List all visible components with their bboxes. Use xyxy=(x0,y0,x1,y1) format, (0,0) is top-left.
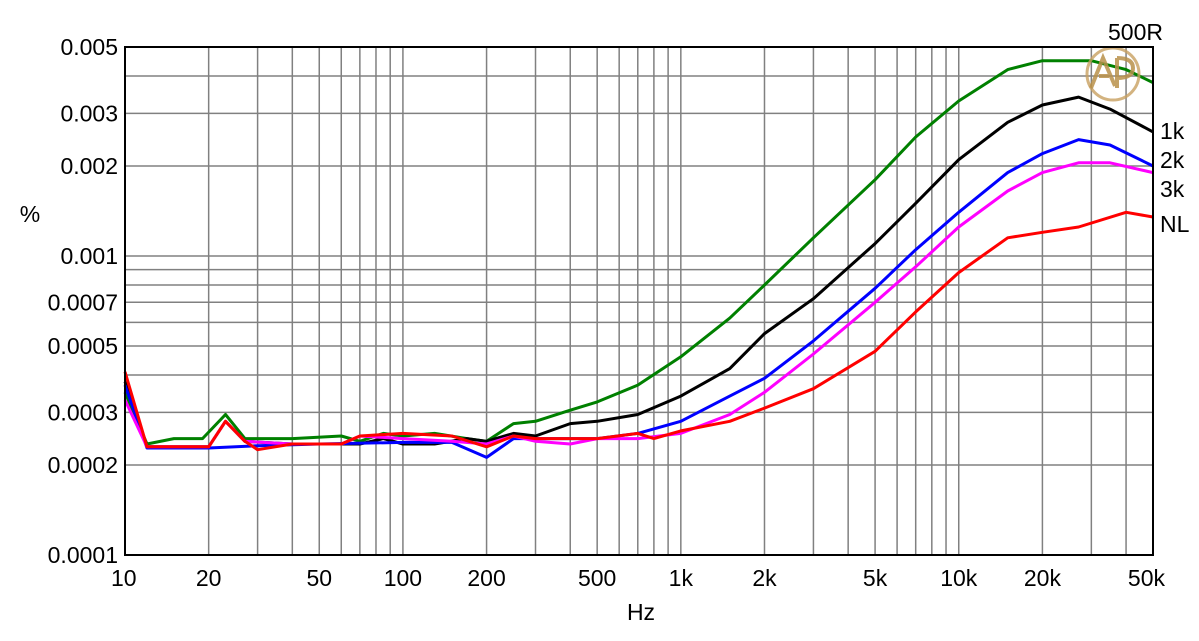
y-tick-label: 0.0001 xyxy=(48,542,118,568)
x-tick-label: 5k xyxy=(863,565,888,591)
series-line-1k xyxy=(123,95,1154,449)
watermark-logo xyxy=(1085,46,1141,102)
series-line-NL xyxy=(123,210,1154,452)
series-line-3k xyxy=(123,161,1154,449)
y-tick-label: 0.005 xyxy=(60,34,118,60)
x-tick-label: 200 xyxy=(467,565,505,591)
x-tick-label: 2k xyxy=(752,565,777,591)
y-tick-label: 0.001 xyxy=(60,243,118,269)
plot-frame xyxy=(124,46,1154,556)
series-lines xyxy=(123,59,1154,459)
y-tick-label: 0.0007 xyxy=(48,289,118,315)
x-tick-label: 50 xyxy=(306,565,332,591)
x-tick-label: 100 xyxy=(384,565,422,591)
x-tick-label: 1k xyxy=(669,565,694,591)
series-line-500R xyxy=(123,59,1154,446)
y-tick-label: 0.003 xyxy=(60,100,118,126)
y-tick-label: 0.0005 xyxy=(48,333,118,359)
y-tick-label: 0.0002 xyxy=(48,452,118,478)
x-tick-labels: 10 20 50 100 200 500 1k 2k 5k 10k 20k 50k xyxy=(111,565,1165,591)
y-tick-labels: 0.0001 0.0002 0.0003 0.0005 0.0007 0.001 0.002… xyxy=(48,34,118,568)
series-labels: 500R 1k 2k 3k NL xyxy=(1108,19,1190,237)
series-label-2k: 2k xyxy=(1160,147,1185,173)
y-axis-label: % xyxy=(20,201,40,227)
x-tick-label: 500 xyxy=(578,565,616,591)
series-label-1k: 1k xyxy=(1160,118,1185,144)
series-line-2k xyxy=(123,138,1154,459)
x-tick-label: 10k xyxy=(940,565,978,591)
series-label-NL: NL xyxy=(1160,211,1190,237)
series-label-3k: 3k xyxy=(1160,176,1185,202)
grid xyxy=(125,47,1153,555)
x-axis-label: Hz xyxy=(627,599,655,625)
y-tick-label: 0.002 xyxy=(60,153,118,179)
y-tick-label: 0.0003 xyxy=(48,399,118,425)
x-tick-label: 50k xyxy=(1128,565,1166,591)
x-tick-label: 20 xyxy=(196,565,222,591)
series-label-500R: 500R xyxy=(1108,19,1163,45)
x-tick-label: 10 xyxy=(111,565,137,591)
x-tick-label: 20k xyxy=(1024,565,1062,591)
